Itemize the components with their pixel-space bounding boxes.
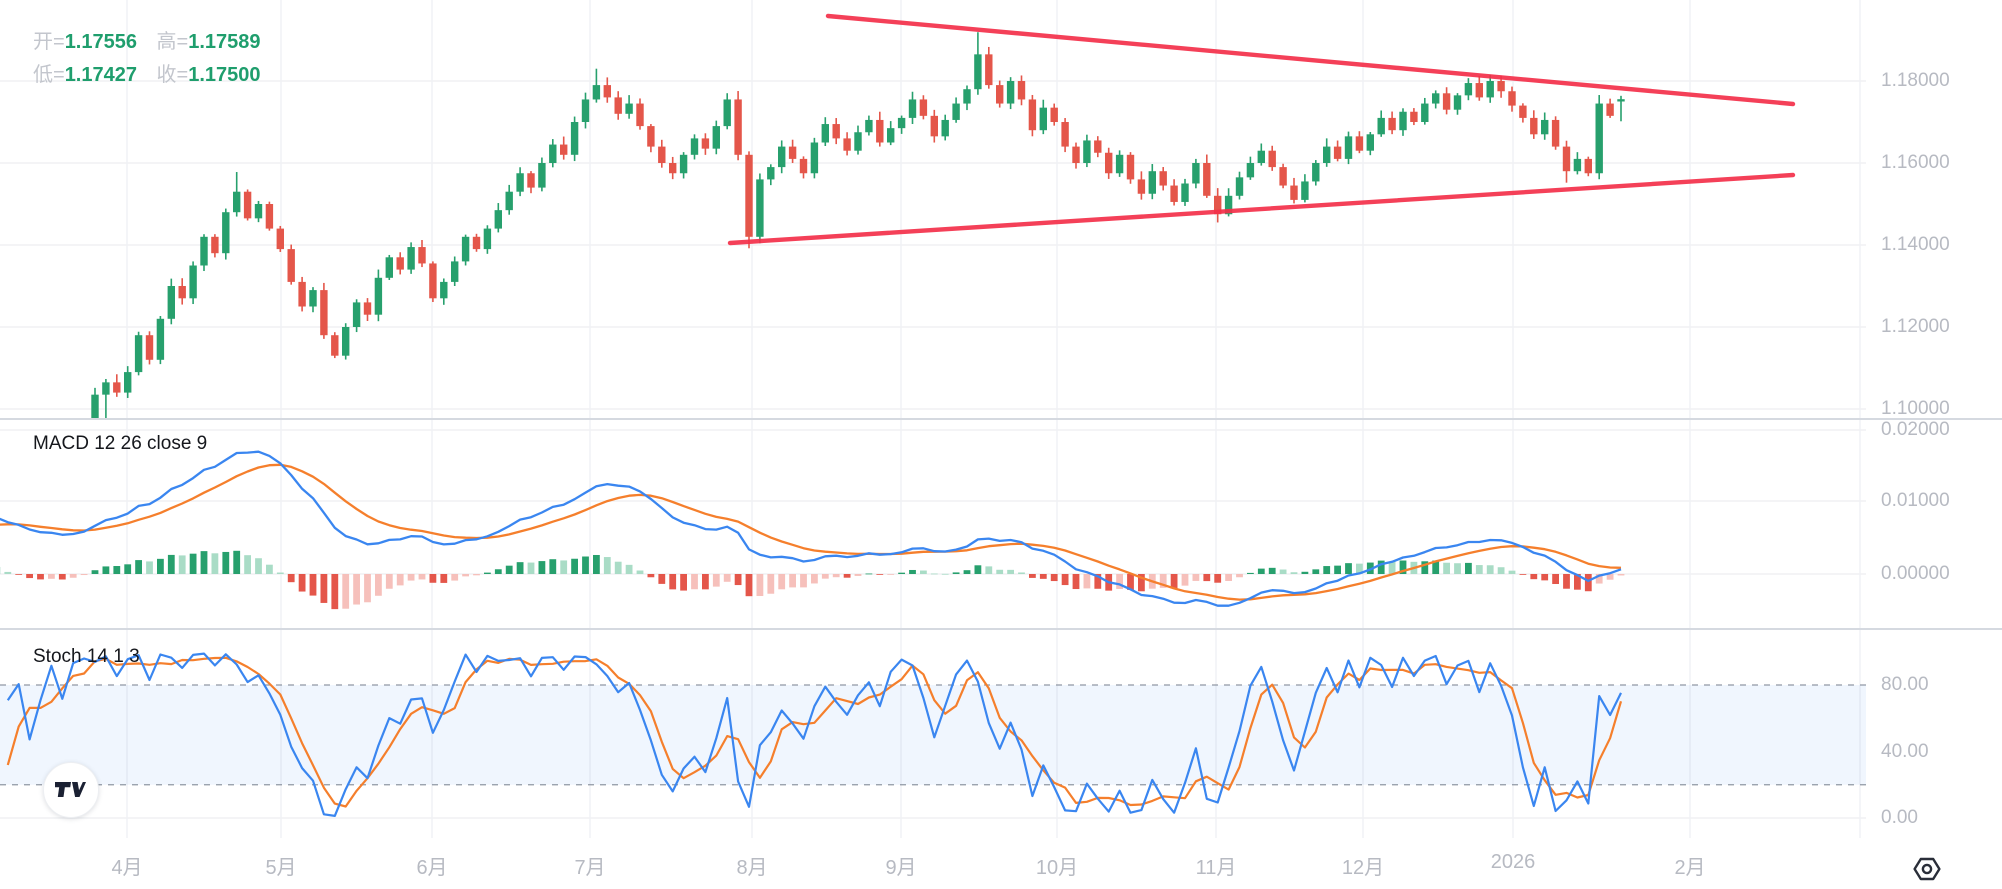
axis-price-label: 40.00 — [1881, 741, 1929, 762]
high-label: 高 — [156, 31, 177, 53]
axis-price-label: 0.00000 — [1881, 563, 1950, 584]
axis-time-label: 2月 — [1674, 857, 1706, 879]
tradingview-logo[interactable] — [43, 762, 99, 818]
timezone-settings-button[interactable] — [1911, 855, 1943, 883]
stoch-k-line — [6, 652, 1622, 818]
axis-price-label: 1.10000 — [1881, 398, 1950, 419]
close-value: 1.17500 — [188, 64, 261, 86]
axis-time-label: 2026 — [1490, 851, 1536, 873]
axis-price-label: 80.00 — [1881, 674, 1929, 695]
open-label: 开 — [33, 31, 53, 53]
axis-time-label: 5月 — [265, 857, 297, 879]
open-value: 1.17556 — [64, 31, 137, 53]
stoch-indicator-title[interactable]: Stoch 14 1 3 — [33, 646, 140, 667]
macd-indicator-title[interactable]: MACD 12 26 close 9 — [33, 433, 208, 454]
axis-price-label: 0.01000 — [1881, 490, 1950, 511]
gear-icon — [1913, 857, 1941, 881]
axis-price-label: 0.02000 — [1881, 419, 1950, 440]
axis-time-label: 9月 — [885, 857, 917, 879]
macd-pane[interactable] — [0, 450, 1625, 610]
axis-time-label: 11月 — [1195, 857, 1237, 879]
axis-price-label: 1.18000 — [1881, 70, 1950, 91]
axis-time-label: 4月 — [111, 857, 143, 879]
axis-price-label: 1.16000 — [1881, 152, 1950, 173]
axis-price-label: 1.14000 — [1881, 234, 1950, 255]
stoch-pane[interactable] — [0, 652, 1866, 818]
stoch-d-line — [6, 656, 1623, 808]
axis-price-label: 1.12000 — [1881, 316, 1950, 337]
ohlc-legend-row-1: 开=1.17556 高=1.17589 — [33, 31, 261, 53]
tradingview-logo-icon — [55, 782, 86, 797]
macd-signal-line — [0, 463, 1622, 601]
low-label: 低 — [33, 64, 53, 86]
candlestick-series[interactable] — [0, 32, 1625, 499]
low-value: 1.17427 — [64, 64, 137, 86]
axis-time-label: 10月 — [1035, 857, 1079, 879]
axis-time-label: 7月 — [574, 857, 606, 879]
macd-line — [0, 450, 1622, 607]
axis-time-label: 8月 — [736, 857, 768, 879]
axis-price-label: 0.00 — [1881, 807, 1918, 828]
high-value: 1.17589 — [188, 31, 261, 53]
axis-time-label: 6月 — [416, 857, 448, 879]
close-label: 收 — [156, 64, 177, 86]
ohlc-legend: 开=1.17556 高=1.17589 低=1.17427 收=1.17500 — [33, 26, 275, 92]
wedge-trendlines[interactable] — [727, 13, 1796, 246]
ohlc-legend-row-2: 低=1.17427 收=1.17500 — [33, 64, 261, 86]
axis-time-label: 12月 — [1341, 857, 1385, 879]
